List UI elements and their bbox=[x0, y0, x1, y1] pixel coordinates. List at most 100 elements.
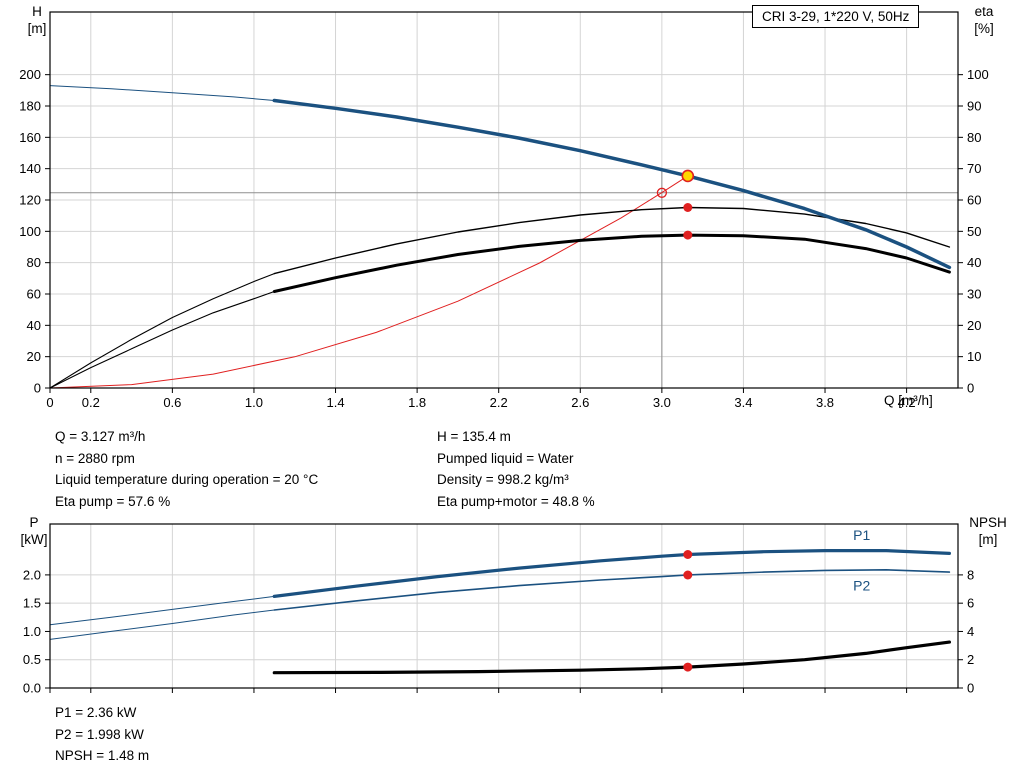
tick-label: 1.8 bbox=[408, 395, 426, 410]
tick-label: 100 bbox=[967, 67, 989, 82]
tick-label: 3.8 bbox=[816, 395, 834, 410]
tick-label: 0.2 bbox=[82, 395, 100, 410]
tick-label: 20 bbox=[27, 349, 41, 364]
plot-frame bbox=[49, 523, 959, 689]
series-labels: P1 P2 bbox=[853, 527, 870, 594]
tick-label: 2.6 bbox=[571, 395, 589, 410]
duty-guides bbox=[50, 170, 958, 388]
tick-label: 0.0 bbox=[23, 681, 41, 696]
tick-label: 0 bbox=[46, 395, 53, 410]
p-axis-unit: [kW] bbox=[20, 532, 48, 547]
series-label-p2: P2 bbox=[853, 578, 870, 594]
tick-labels: 0.0 0.5 1.0 1.5 2.0 0 2 4 6 8 bbox=[23, 567, 974, 695]
hq-eta-chart: 0 0.2 0.6 1.0 1.4 1.8 2.2 2.6 3.0 3.4 3.8 4.2 0 20 40 6… bbox=[19, 11, 989, 410]
axis-ticks bbox=[45, 74, 963, 393]
operating-point-marker bbox=[683, 550, 693, 559]
tick-label: 140 bbox=[19, 161, 41, 176]
tick-labels: 0 0.2 0.6 1.0 1.4 1.8 2.2 2.6 3.0 3.4 3.8 4.2 0 20 40 6… bbox=[19, 67, 988, 410]
tick-label: 6 bbox=[967, 596, 974, 611]
series bbox=[49, 548, 952, 675]
tick-label: 160 bbox=[19, 130, 41, 145]
p2-curve bbox=[273, 568, 951, 611]
tick-label: 200 bbox=[19, 67, 41, 82]
tick-label: 50 bbox=[967, 224, 981, 239]
pump-type-box: CRI 3-29, 1*220 V, 50Hz bbox=[752, 5, 920, 28]
operating-point-marker bbox=[683, 203, 693, 212]
hq-curve bbox=[272, 98, 952, 270]
operating-point-marker bbox=[683, 230, 693, 240]
tick-label: 80 bbox=[967, 130, 981, 145]
tick-label: 60 bbox=[27, 287, 41, 302]
h-axis-symbol: H bbox=[32, 4, 42, 19]
eta-axis-label: eta [%] bbox=[962, 3, 1006, 37]
tick-label: 180 bbox=[19, 99, 41, 114]
tick-label: 10 bbox=[967, 349, 981, 364]
annotation-flow: Q = 3.127 m³/h bbox=[55, 429, 146, 444]
npsh-axis-unit: [m] bbox=[978, 532, 998, 547]
tick-label: 100 bbox=[19, 224, 41, 239]
eta-pump-motor-curve bbox=[272, 233, 951, 293]
tick-label: 8 bbox=[967, 567, 974, 582]
duty-annotations-right: H = 135.4 m Pumped liquid = Water Densit… bbox=[437, 426, 595, 512]
annotation-p2: P2 = 1.998 kW bbox=[55, 726, 144, 742]
power-npsh-chart: 0.0 0.5 1.0 1.5 2.0 0 2 4 6 8 P1 P2 bbox=[23, 523, 974, 696]
tick-label: 4.2 bbox=[898, 395, 916, 410]
h-axis-label: H [m] bbox=[20, 3, 54, 37]
annotation-speed: n = 2880 rpm bbox=[55, 450, 135, 466]
series-label-p1: P1 bbox=[853, 527, 870, 543]
tick-label: 20 bbox=[967, 318, 981, 333]
tick-label: 40 bbox=[967, 255, 981, 270]
npsh-axis-label: NPSH [m] bbox=[958, 514, 1018, 548]
annotation-eta-pump-motor: Eta pump+motor = 48.8 % bbox=[437, 493, 595, 509]
annotation-npsh: NPSH = 1.48 m bbox=[55, 748, 150, 763]
series bbox=[49, 85, 952, 389]
h-axis-unit: [m] bbox=[27, 21, 47, 36]
p-axis-label: P [kW] bbox=[12, 514, 56, 548]
eta-pump-motor-curve-low-flow bbox=[49, 290, 275, 389]
p1-curve bbox=[272, 548, 952, 599]
tick-label: 2.0 bbox=[23, 567, 41, 582]
eta-axis-unit: [%] bbox=[974, 21, 994, 36]
hq-curve-low-flow bbox=[49, 85, 275, 101]
tick-label: 0 bbox=[967, 681, 974, 696]
tick-label: 1.5 bbox=[23, 596, 41, 611]
operating-point-marker bbox=[683, 662, 693, 672]
rated-point-marker bbox=[656, 187, 668, 198]
annotation-eta-pump: Eta pump = 57.6 % bbox=[55, 493, 171, 509]
annotation-head: H = 135.4 m bbox=[437, 429, 511, 444]
annotation-p1: P1 = 2.36 kW bbox=[55, 705, 137, 720]
tick-label: 0 bbox=[34, 381, 41, 396]
annotation-density: Density = 998.2 kg/m³ bbox=[437, 472, 569, 487]
tick-label: 3.4 bbox=[734, 395, 752, 410]
eta-pump-curve-low-flow bbox=[49, 273, 275, 389]
p2-curve-low-flow bbox=[49, 609, 275, 640]
duty-annotations-left: Q = 3.127 m³/h n = 2880 rpm Liquid tempe… bbox=[55, 426, 318, 512]
q-axis-label: Q [m³/h] bbox=[884, 393, 933, 408]
tick-label: 2.2 bbox=[490, 395, 508, 410]
npsh-curve bbox=[272, 640, 952, 675]
tick-label: 1.0 bbox=[245, 395, 263, 410]
eta-pump-curve bbox=[273, 206, 951, 275]
tick-label: 0.5 bbox=[23, 652, 41, 667]
tick-label: 30 bbox=[967, 287, 981, 302]
grid bbox=[50, 524, 958, 688]
tick-label: 70 bbox=[967, 161, 981, 176]
p-axis-symbol: P bbox=[29, 515, 39, 530]
tick-label: 1.0 bbox=[23, 624, 41, 639]
p1-curve-low-flow bbox=[49, 595, 275, 626]
operating-point-marker bbox=[683, 570, 693, 580]
tick-label: 3.0 bbox=[653, 395, 671, 410]
system-curve bbox=[49, 175, 689, 389]
duty-point-marker bbox=[681, 169, 695, 183]
tick-label: 120 bbox=[19, 193, 41, 208]
markers bbox=[656, 169, 695, 240]
annotation-liquid-temperature: Liquid temperature during operation = 20… bbox=[55, 472, 319, 487]
npsh-axis-symbol: NPSH bbox=[969, 515, 1007, 530]
markers bbox=[683, 550, 693, 672]
tick-label: 2 bbox=[967, 652, 974, 667]
tick-label: 1.4 bbox=[326, 395, 344, 410]
axis-ticks bbox=[45, 574, 963, 693]
power-annotations: P1 = 2.36 kW P2 = 1.998 kW NPSH = 1.48 m bbox=[55, 702, 149, 767]
